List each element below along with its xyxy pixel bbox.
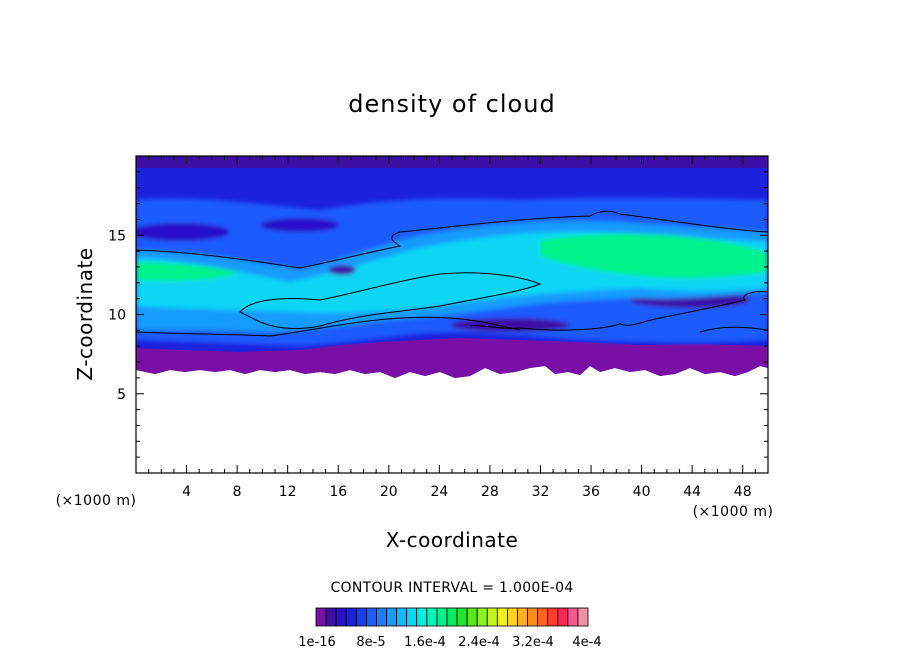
colorbar-swatch — [376, 607, 387, 627]
colorbar-label: 8e-5 — [356, 635, 385, 650]
contour-lines — [136, 210, 768, 337]
colorbar-swatch — [426, 607, 438, 627]
x-tick-label: 4 — [182, 484, 191, 500]
x-tick-label: 8 — [233, 484, 242, 500]
colorbar-swatch — [466, 607, 478, 627]
colorbar-swatch — [406, 607, 418, 627]
colorbar-swatch — [365, 607, 377, 627]
colorbar-swatch — [436, 607, 448, 627]
contour-interval-label: CONTOUR INTERVAL = 1.000E-04 — [330, 580, 573, 596]
colorbar-swatch — [416, 607, 428, 627]
y-axis-label: Z-coordinate — [73, 247, 97, 380]
x-unit-label-right: (×1000 m) — [693, 504, 774, 520]
green-max-right — [540, 233, 768, 279]
colorbar-swatch — [507, 607, 518, 627]
x-unit-label-left: (×1000 m) — [56, 493, 137, 509]
x-tick-label: 28 — [481, 484, 499, 500]
dark-patch — [260, 218, 340, 232]
x-tick-label: 48 — [734, 484, 752, 500]
density-field — [136, 156, 768, 473]
x-tick-label: 24 — [430, 484, 448, 500]
dark-core — [328, 265, 356, 275]
chart-title: density of cloud — [348, 90, 555, 118]
colorbar-label: 1e-16 — [298, 635, 336, 650]
cloud-top-band — [136, 156, 768, 168]
x-tick-label: 16 — [329, 484, 347, 500]
cloud-bottom-fringe — [136, 338, 768, 378]
colorbar-swatch — [527, 607, 539, 627]
x-tick-label: 12 — [279, 484, 297, 500]
x-tick-label: 44 — [683, 484, 701, 500]
x-tick-label: 32 — [532, 484, 550, 500]
colorbar-swatch — [476, 607, 488, 627]
colorbar-swatch — [396, 607, 408, 627]
y-tick-label: 15 — [108, 228, 126, 244]
colorbar-swatch — [345, 607, 357, 627]
x-tick-label: 20 — [380, 484, 398, 500]
colorbar-label: 3.2e-4 — [512, 635, 554, 650]
colorbar-label: 4e-4 — [572, 635, 601, 650]
colorbar-swatch — [496, 607, 508, 627]
x-axis-ticks: 4 8 12 16 20 24 28 32 36 40 44 48 — [148, 156, 756, 500]
colorbar-swatch — [355, 607, 367, 627]
colorbar-swatch — [567, 607, 579, 627]
colorbar-swatch — [315, 607, 327, 627]
colorbar-label: 1.6e-4 — [404, 635, 446, 650]
green-max-left — [136, 262, 240, 281]
contour-line — [136, 210, 768, 269]
colorbar-swatch — [325, 607, 337, 627]
colorbar-swatch — [517, 607, 528, 627]
colorbar: 1e-16 8e-5 1.6e-4 2.4e-4 3.2e-4 4e-4 — [298, 607, 602, 650]
y-tick-label: 10 — [108, 308, 126, 324]
colorbar-swatch — [446, 607, 458, 627]
colorbar-swatch — [537, 607, 549, 627]
colorbar-swatch — [335, 607, 347, 627]
colorbar-swatch — [386, 607, 397, 627]
dark-patch — [136, 223, 230, 241]
x-axis-label: X-coordinate — [386, 528, 519, 552]
y-tick-label: 5 — [117, 387, 126, 403]
colorbar-label: 2.4e-4 — [458, 635, 500, 650]
colorbar-swatch — [557, 607, 569, 627]
y-axis-ticks: 5 10 15 — [108, 171, 768, 458]
contour-line — [239, 272, 542, 330]
colorbar-swatch — [486, 607, 498, 627]
contour-line — [469, 291, 768, 331]
x-tick-label: 40 — [633, 484, 651, 500]
contour-line — [136, 316, 521, 337]
x-tick-label: 36 — [582, 484, 600, 500]
colorbar-swatch — [577, 607, 589, 627]
contour-line — [699, 326, 768, 333]
colorbar-swatch — [456, 607, 468, 627]
colorbar-swatch — [547, 607, 559, 627]
